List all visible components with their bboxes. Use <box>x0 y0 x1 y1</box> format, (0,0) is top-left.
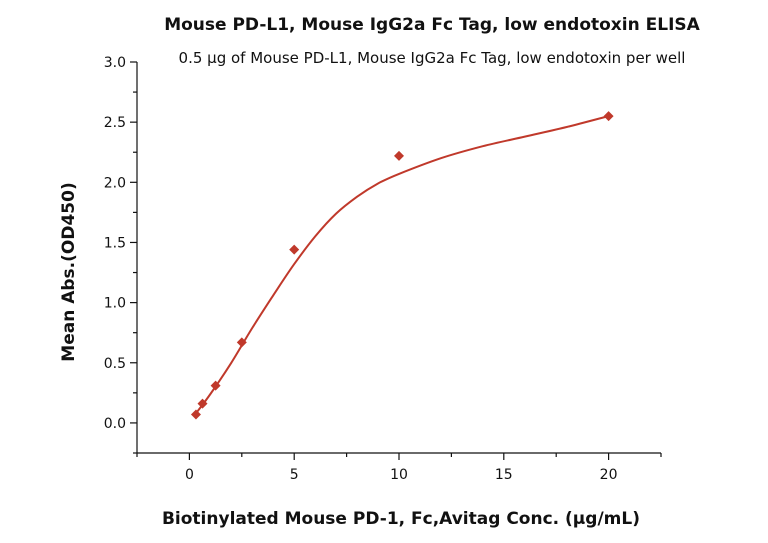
data-point <box>190 409 201 420</box>
y-tick-label: 2.0 <box>104 175 126 191</box>
x-tick-label: 0 <box>185 467 194 483</box>
y-tick-label: 0.0 <box>104 416 126 432</box>
y-tick-label: 3.0 <box>104 55 126 71</box>
x-tick-label: 10 <box>390 467 408 483</box>
chart-subtitle: 0.5 μg of Mouse PD-L1, Mouse IgG2a Fc Ta… <box>179 49 686 67</box>
data-point <box>394 150 404 161</box>
x-tick-label: 15 <box>495 467 513 483</box>
axes: 0.0 0.5 1.0 1.5 2.0 2.5 3.0 0 5 10 15 20 <box>104 55 662 483</box>
y-tick-label: 1.0 <box>104 296 126 312</box>
data-point <box>289 244 300 255</box>
data-point <box>236 337 247 348</box>
x-axis-title: Biotinylated Mouse PD-1, Fc,Avitag Conc.… <box>162 509 640 529</box>
y-tick-label: 1.5 <box>104 235 126 251</box>
x-tick-label: 20 <box>600 467 618 483</box>
data-points-layer <box>190 111 614 420</box>
data-point <box>197 398 208 409</box>
y-tick-label: 2.5 <box>104 115 126 131</box>
x-tick-label: 5 <box>290 467 299 483</box>
y-axis-title: Mean Abs.(OD450) <box>59 182 79 361</box>
data-point <box>210 380 221 391</box>
y-tick-label: 0.5 <box>104 356 126 372</box>
data-point <box>603 111 614 122</box>
chart-title: Mouse PD-L1, Mouse IgG2a Fc Tag, low end… <box>164 15 700 35</box>
fit-curve <box>195 115 609 414</box>
fit-curve-layer <box>195 115 609 414</box>
